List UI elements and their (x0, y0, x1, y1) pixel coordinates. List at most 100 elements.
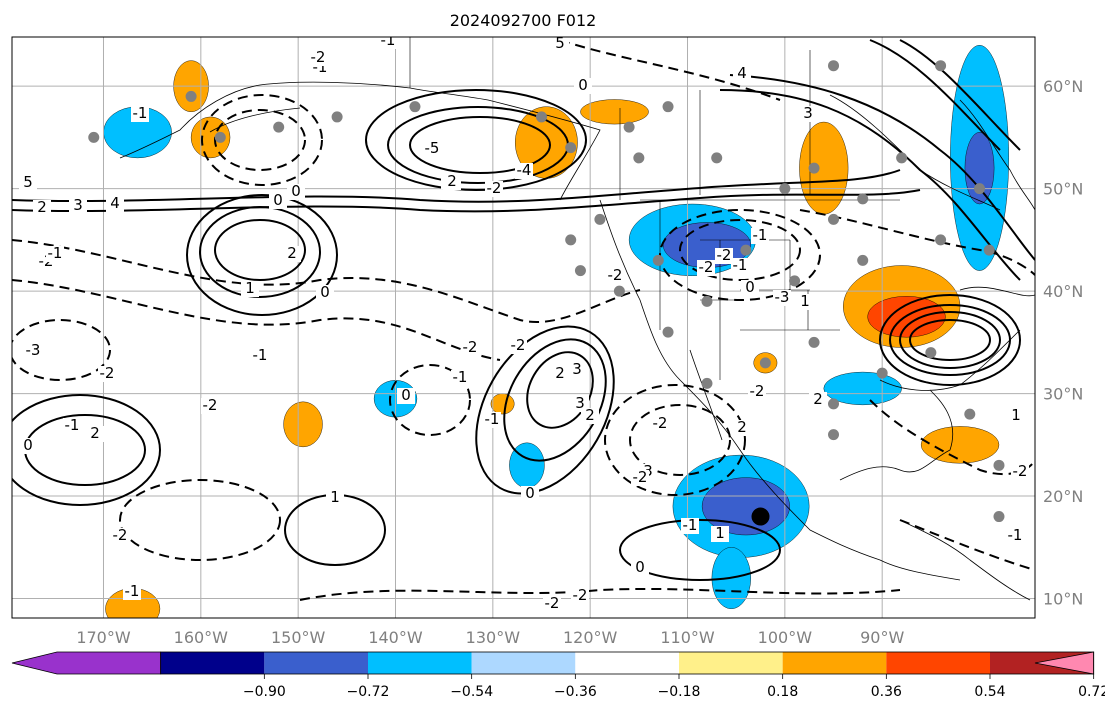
contour-label-bg (773, 290, 791, 306)
station-marker (779, 183, 791, 195)
station-marker (828, 398, 840, 410)
station-marker (828, 213, 840, 225)
contour-label-bg (86, 426, 104, 442)
contour-label: -1 (48, 244, 63, 262)
contour-label-bg (631, 470, 649, 486)
contour-label: -2 (573, 586, 588, 604)
contour-label: -2 (750, 382, 765, 400)
colorbar-segment (782, 652, 887, 674)
station-marker (808, 162, 820, 174)
shaded-area-pos1 (920, 426, 1000, 464)
contour-label: 2 (90, 424, 100, 442)
contour-label: -2 (487, 179, 502, 197)
colorbar-segment (368, 652, 472, 674)
contour-label: 3 (572, 360, 582, 378)
station-marker (331, 111, 343, 123)
station-marker (974, 183, 986, 195)
longitude-tick-label: 150°W (271, 628, 326, 647)
contour-label: -2 (633, 468, 648, 486)
contour-label-bg (461, 340, 479, 356)
contour-label-bg (681, 518, 699, 534)
contour-label-bg (509, 338, 527, 354)
station-marker (896, 152, 908, 164)
contour-label-bg (551, 366, 569, 382)
contour-label-bg (251, 348, 269, 364)
station-marker (935, 234, 947, 246)
station-marker (935, 60, 947, 72)
contour-label: 1 (245, 279, 255, 297)
contour-label: -1 (125, 582, 140, 600)
colorbar-frame (160, 651, 1095, 675)
contour-label: -2 (463, 338, 478, 356)
contour-label: 2 (813, 390, 823, 408)
colorbar-segment (160, 652, 265, 674)
contour-label-bg (309, 50, 327, 66)
colorbar-tick-label: −0.72 (347, 684, 390, 700)
contour-label-bg (697, 260, 715, 276)
station-marker (964, 408, 976, 420)
contour-label-bg (423, 141, 441, 157)
storm-center-marker (751, 507, 770, 526)
latitude-tick-label: 50°N (1043, 180, 1083, 199)
contour-label: -2 (717, 246, 732, 264)
contour-label: -3 (775, 288, 790, 306)
latitude-axis: 60°N 50°N 40°N 30°N 20°N 10°N (1043, 77, 1083, 608)
colorbar-tick-label: 0.36 (871, 684, 902, 700)
contour-label-bg (241, 281, 259, 297)
contour-label: -1 (133, 104, 148, 122)
station-marker (273, 121, 285, 133)
shaded-area-pos1 (799, 121, 849, 215)
contour-label: -1 (1008, 526, 1023, 544)
contour-label: 0 (23, 436, 33, 454)
contour-label: -2 (1013, 462, 1028, 480)
longitude-tick-label: 130°W (466, 628, 521, 647)
contour-label-bg (751, 228, 769, 244)
station-marker (623, 121, 635, 133)
contour-label-bg (397, 388, 415, 404)
contour-label: 0 (578, 76, 588, 94)
station-marker (993, 511, 1005, 523)
contour-label: 2 (585, 406, 595, 424)
colorbar-tick-label: 0.54 (974, 684, 1005, 700)
contour-label-bg (809, 392, 827, 408)
contour-label-bg (379, 37, 397, 49)
contour-label-bg (799, 106, 817, 122)
contour-label-bg (283, 246, 301, 262)
station-marker (613, 285, 625, 297)
contour-label: 4 (110, 194, 120, 212)
station-marker (88, 131, 100, 143)
contour-label: 3 (803, 104, 813, 122)
contour-label-layer: -1-10-5-4-3-2-2-354320543-2-120-3-10-2-2… (19, 31, 1029, 612)
contour-label-bg (451, 370, 469, 386)
latitude-tick-label: 60°N (1043, 77, 1083, 96)
longitude-tick-label: 120°W (563, 628, 618, 647)
colorbar-segment (264, 652, 368, 674)
contour-label: 1 (330, 488, 340, 506)
contour-label-bg (651, 416, 669, 432)
contour-label-bg (748, 384, 766, 400)
contour-label: -2 (203, 396, 218, 414)
contour-label: 5 (555, 34, 565, 52)
contour-label: -1 (453, 368, 468, 386)
contour-label: -1 (65, 416, 80, 434)
contour-label: 3 (575, 394, 585, 412)
shaded-area-neg2 (964, 132, 995, 205)
contour-label: -1 (381, 31, 396, 49)
contour-label-bg (201, 398, 219, 414)
contour-label: 2 (447, 172, 457, 190)
contour-label: 1 (800, 292, 810, 310)
contour-label: -1 (733, 256, 748, 274)
contour-label-bg (543, 596, 561, 612)
station-marker (789, 275, 801, 287)
colorbar-tick-label: −0.54 (450, 684, 493, 700)
contour-label-bg (631, 560, 649, 576)
contour-label: -2 (545, 594, 560, 612)
contour-label: 2 (737, 418, 747, 436)
longitude-tick-label: 110°W (660, 628, 715, 647)
contour-label-bg (515, 163, 533, 179)
latitude-tick-label: 30°N (1043, 385, 1083, 404)
contour-label-bg (581, 408, 599, 424)
contour-label: -2 (311, 48, 326, 66)
station-marker (409, 101, 421, 113)
station-marker (633, 152, 645, 164)
